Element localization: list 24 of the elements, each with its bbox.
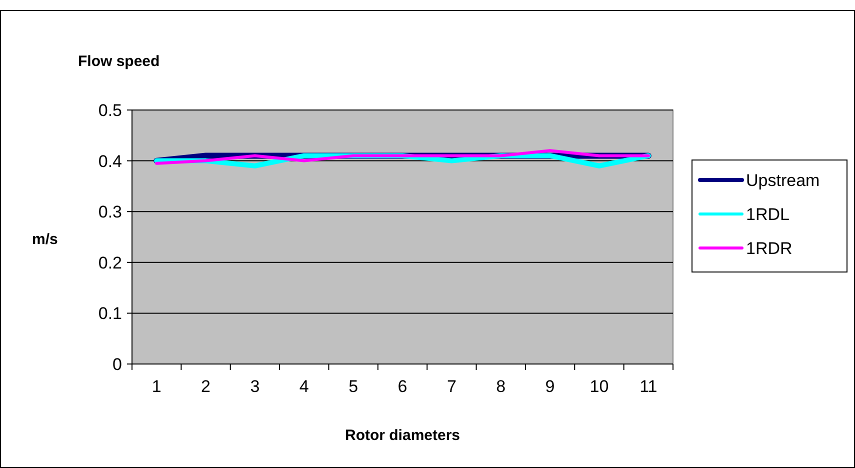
x-tick-label: 8 [496, 377, 506, 396]
x-tick-label: 5 [348, 377, 358, 396]
legend-label: 1RDL [746, 204, 790, 224]
y-tick-label: 0.4 [98, 152, 122, 171]
legend-label: Upstream [746, 170, 820, 190]
legend-label: 1RDR [746, 238, 792, 258]
y-axis-title: m/s [32, 231, 58, 248]
x-tick-label: 3 [250, 377, 260, 396]
y-tick-label: 0.1 [98, 304, 122, 324]
x-tick-label: 4 [299, 377, 309, 396]
x-tick-label: 7 [446, 377, 456, 396]
x-axis-title: Rotor diameters [344, 427, 460, 444]
chart-title: Flow speed [78, 53, 160, 70]
y-tick-label: 0.2 [98, 253, 122, 272]
y-tick-label: 0 [112, 354, 122, 374]
x-tick-label: 6 [398, 377, 408, 396]
x-tick-label: 9 [545, 377, 555, 396]
x-tick-label: 10 [590, 377, 609, 396]
line-series [155, 149, 650, 165]
x-tick-label: 2 [201, 377, 211, 396]
y-tick-label: 0.5 [98, 100, 122, 120]
x-tick-label: 11 [640, 377, 658, 396]
y-tick-label: 0.3 [98, 202, 122, 222]
x-tick-label: 1 [152, 377, 162, 396]
